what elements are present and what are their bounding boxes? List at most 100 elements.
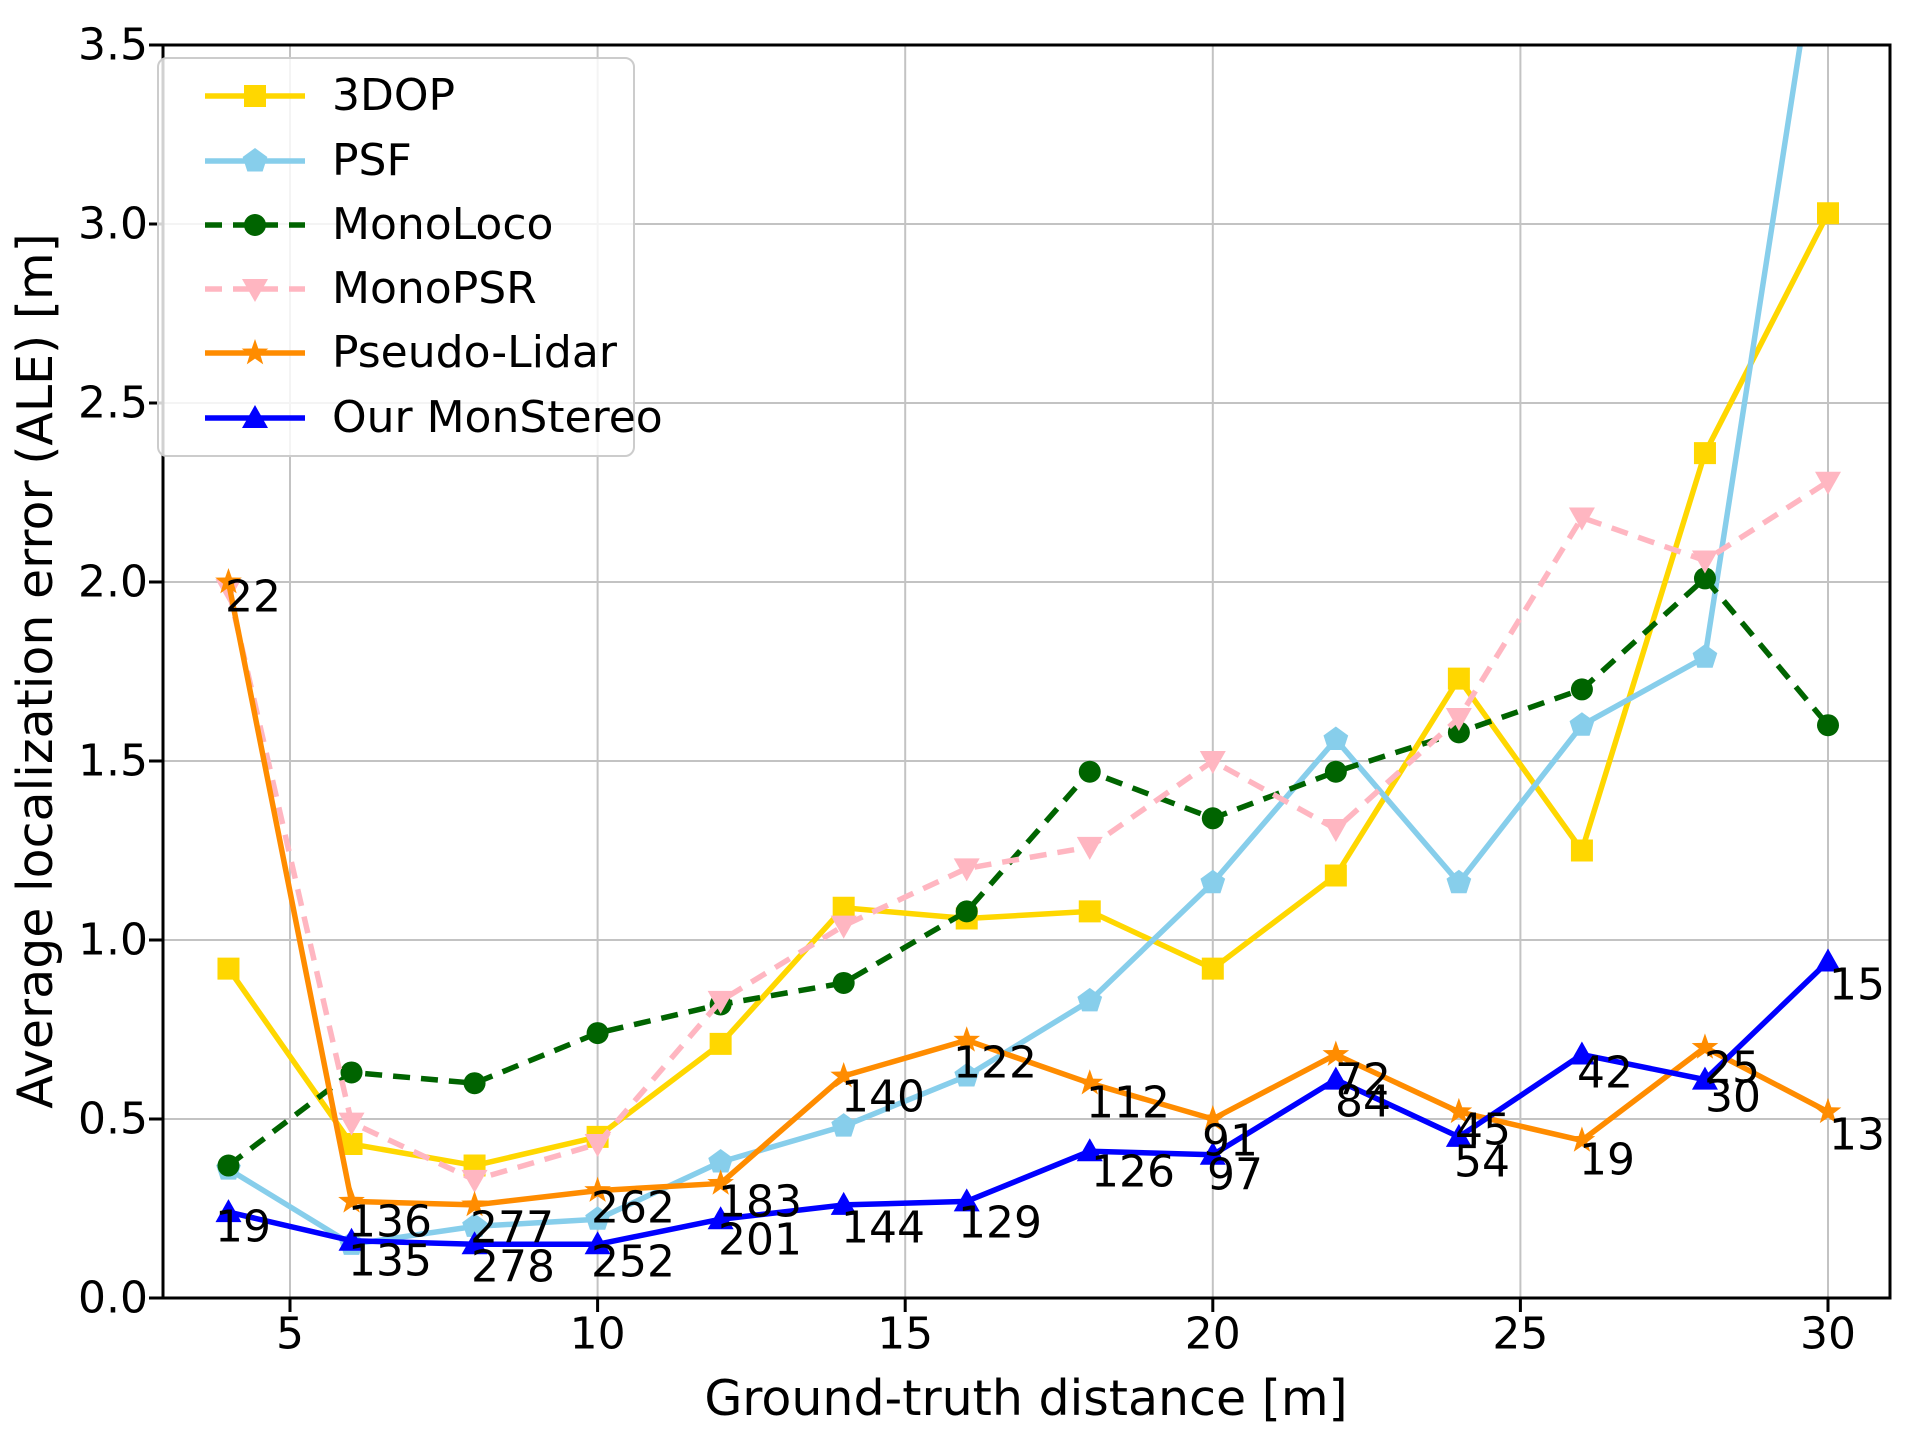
data-point-monopsr xyxy=(584,1134,611,1158)
count-annotation: 278 xyxy=(471,1242,555,1293)
data-point-psf xyxy=(831,1113,857,1137)
data-point-3dop xyxy=(1078,900,1101,923)
count-annotation: 252 xyxy=(591,1237,675,1288)
series-line-3dop xyxy=(226,212,1831,1169)
count-annotation: 19 xyxy=(1579,1135,1635,1186)
count-annotation: 262 xyxy=(591,1183,675,1234)
legend: 3DOP PSF MonoLoco MonoPSR Pseudo-Lidar O… xyxy=(157,57,663,457)
data-point-monoloco xyxy=(1324,760,1347,783)
count-annotation: 277 xyxy=(470,1203,554,1254)
data-point-3dop xyxy=(1447,667,1470,690)
legend-sample-marker xyxy=(242,279,268,303)
data-point-3dop xyxy=(1570,839,1593,862)
legend-sample-marker xyxy=(242,147,268,172)
x-tick-label: 5 xyxy=(276,1309,304,1360)
data-point-monopsr xyxy=(1076,836,1103,860)
data-point-our-monstereo xyxy=(1568,1041,1595,1065)
legend-item-3dop: 3DOP xyxy=(159,65,633,127)
legend-item-psf: PSF xyxy=(159,130,633,192)
data-point-our-monstereo xyxy=(338,1227,365,1251)
y-tick-label: 3.5 xyxy=(78,20,148,71)
data-point-monopsr xyxy=(1568,507,1595,531)
data-point-monoloco xyxy=(1078,760,1101,783)
legend-item-our-monstereo: Our MonStereo xyxy=(159,387,663,449)
count-annotation: 144 xyxy=(841,1203,925,1254)
count-annotation: 72 xyxy=(1335,1055,1391,1106)
count-annotation: 13 xyxy=(1829,1110,1885,1161)
count-annotation: 42 xyxy=(1577,1048,1633,1099)
data-point-monopsr xyxy=(1691,550,1718,574)
count-annotation: 54 xyxy=(1454,1137,1510,1188)
y-tick-label: 3.0 xyxy=(78,199,148,250)
series-line-pseudo-lidar xyxy=(225,581,1830,1208)
x-tick-label: 25 xyxy=(1492,1309,1548,1360)
data-point-pseudo-lidar xyxy=(215,568,242,594)
plot-border xyxy=(161,43,1892,1300)
data-point-monoloco xyxy=(832,971,855,994)
data-point-our-monstereo xyxy=(1445,1123,1472,1147)
data-point-monoloco xyxy=(340,1061,363,1084)
legend-label-monopsr: MonoPSR xyxy=(332,263,537,315)
legend-label-pseudo-lidar: Pseudo-Lidar xyxy=(332,327,617,379)
legend-item-pseudo-lidar: Pseudo-Lidar xyxy=(159,322,633,384)
data-point-3dop xyxy=(1817,202,1839,225)
data-point-psf xyxy=(1077,987,1103,1012)
data-point-monopsr xyxy=(461,1169,488,1193)
data-point-our-monstereo xyxy=(830,1191,857,1215)
data-point-pseudo-lidar xyxy=(1814,1097,1842,1124)
count-annotation: 112 xyxy=(1086,1078,1170,1129)
count-annotation: 30 xyxy=(1705,1072,1761,1123)
data-point-3dop xyxy=(1693,442,1716,465)
data-point-monoloco xyxy=(1201,807,1224,830)
count-annotation: 183 xyxy=(718,1177,802,1228)
legend-label-psf: PSF xyxy=(332,134,412,186)
legend-sample-monoloco-line-icon xyxy=(205,213,305,236)
data-point-monoloco xyxy=(1693,567,1716,590)
data-point-our-monstereo xyxy=(1322,1066,1349,1090)
data-point-psf xyxy=(1446,869,1472,894)
data-point-3dop xyxy=(340,1133,363,1156)
legend-sample-monopsr-line-icon xyxy=(205,279,305,303)
data-point-monoloco xyxy=(1817,714,1839,737)
count-annotation: 25 xyxy=(1704,1043,1760,1094)
count-annotation: 97 xyxy=(1207,1150,1263,1201)
legend-item-monoloco: MonoLoco xyxy=(159,194,633,256)
data-point-psf xyxy=(1692,644,1718,668)
data-point-monoloco xyxy=(955,900,978,923)
y-tick-label: 0.0 xyxy=(78,1273,148,1324)
data-point-pseudo-lidar xyxy=(461,1190,488,1217)
data-point-our-monstereo xyxy=(1691,1066,1718,1090)
legend-label-monoloco: MonoLoco xyxy=(332,198,554,250)
data-point-our-monstereo xyxy=(953,1188,980,1212)
count-annotation: 201 xyxy=(718,1215,802,1266)
data-point-3dop xyxy=(832,896,855,919)
data-point-our-monstereo xyxy=(1199,1141,1226,1165)
legend-sample-marker xyxy=(241,339,269,365)
data-point-monoloco xyxy=(463,1072,486,1095)
data-point-psf xyxy=(708,1148,734,1173)
y-axis-label: Average localization error (ALE) [m] xyxy=(7,233,64,1109)
x-tick-label: 15 xyxy=(877,1309,933,1360)
data-point-psf xyxy=(1569,712,1595,736)
legend-sample-marker xyxy=(244,85,266,108)
legend-sample-marker xyxy=(244,213,266,236)
count-annotation: 129 xyxy=(958,1198,1042,1249)
legend-item-monopsr: MonoPSR xyxy=(159,258,633,320)
x-tick-label: 30 xyxy=(1800,1309,1856,1360)
data-point-pseudo-lidar xyxy=(707,1169,734,1195)
data-point-our-monstereo xyxy=(461,1231,488,1255)
count-annotation: 45 xyxy=(1455,1105,1511,1156)
data-point-psf xyxy=(462,1213,487,1237)
y-tick-label: 1.5 xyxy=(78,736,148,787)
data-point-3dop xyxy=(1324,864,1347,887)
series-line-monoloco xyxy=(226,575,1831,1168)
data-point-monopsr xyxy=(1199,751,1226,774)
y-tick-label: 1.0 xyxy=(78,915,148,966)
data-point-pseudo-lidar xyxy=(1322,1040,1350,1066)
data-point-psf xyxy=(1323,726,1349,751)
data-point-our-monstereo xyxy=(707,1206,734,1230)
count-annotation: 19 xyxy=(215,1202,271,1253)
x-axis-label: Ground-truth distance [m] xyxy=(704,1370,1347,1427)
data-point-3dop xyxy=(217,957,240,980)
